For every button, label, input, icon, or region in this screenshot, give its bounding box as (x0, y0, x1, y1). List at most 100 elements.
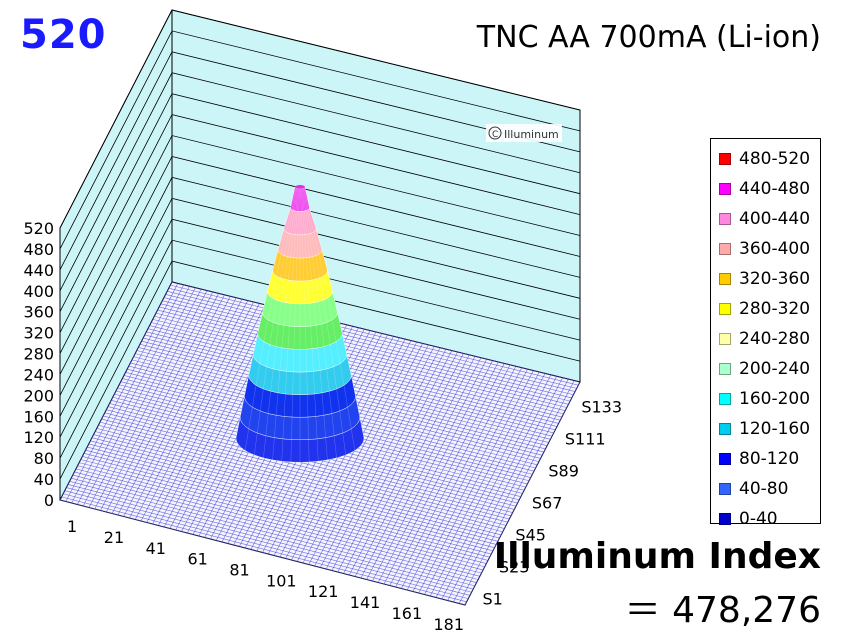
cone-texture-line (266, 344, 271, 367)
cone-texture-line (304, 303, 306, 327)
cone-texture-line (331, 413, 335, 436)
cone-texture-line (311, 348, 314, 372)
z-tick-label: 200 (23, 386, 54, 405)
floor-mesh-line (447, 377, 563, 601)
floor-mesh-line (401, 366, 517, 589)
legend-label: 400-440 (739, 209, 811, 229)
floor-mesh-line (331, 349, 447, 571)
cone-texture-line (293, 234, 296, 258)
cone-texture-line (281, 325, 285, 348)
cone-texture-line (283, 302, 287, 326)
cone-texture-line (323, 346, 327, 369)
floor-mesh-line (308, 343, 423, 565)
cone-texture-line (274, 415, 277, 438)
cone-texture-line (302, 257, 305, 281)
wall-gridline (59, 218, 581, 438)
legend-swatch (719, 153, 731, 165)
legend-item: 280-320 (711, 294, 820, 324)
cone-texture-line (323, 300, 327, 323)
cone-texture-line (284, 233, 289, 256)
x-tick-label: 161 (392, 604, 423, 623)
legend-label: 80-120 (739, 449, 800, 469)
cone-texture-line (300, 188, 302, 212)
cone-texture-line (280, 255, 285, 278)
cone-texture-line (315, 255, 320, 278)
cone-texture-line (291, 257, 294, 281)
peak-value: 520 (20, 12, 107, 58)
cone-texture-line (295, 257, 298, 281)
cone-texture-line (270, 368, 274, 392)
cone-texture-line (319, 370, 323, 393)
cone-texture-line (277, 370, 281, 393)
legend-label: 120-160 (739, 419, 811, 439)
floor-mesh-line (366, 357, 482, 580)
cone-texture-line (295, 211, 298, 235)
floor-mesh-line (354, 354, 470, 577)
cone-texture-line (281, 438, 284, 462)
cone-texture-line (293, 326, 295, 350)
floor-mesh-line (325, 347, 441, 570)
cone-texture-line (281, 279, 285, 302)
floor-mesh-line (314, 344, 429, 567)
floor-mesh-line (430, 373, 546, 597)
cone-texture-line (290, 210, 295, 234)
cone-texture-line (290, 280, 293, 304)
cone-texture-line (272, 437, 275, 460)
legend-swatch (719, 243, 731, 255)
cone-texture-line (259, 341, 265, 364)
cone-texture-line (303, 188, 307, 211)
x-tick-label: 61 (187, 550, 207, 569)
floor-mesh-line (171, 281, 581, 383)
cone-texture-line (276, 253, 282, 277)
floor-mesh-line (406, 367, 522, 591)
z-tick-label: 120 (23, 428, 54, 447)
cone-texture-line (263, 366, 267, 389)
legend-item: 160-200 (711, 384, 820, 414)
cone-texture-line (321, 392, 325, 416)
cone-texture-line (301, 188, 305, 212)
cone-texture-line (292, 371, 294, 395)
wall-gridline (59, 260, 581, 480)
cone-texture-line (289, 303, 291, 327)
cone-texture-line (269, 322, 274, 345)
y-tick-label: S133 (581, 398, 622, 417)
cone-texture-line (297, 188, 299, 212)
floor-mesh-line (458, 380, 575, 604)
y-axis: S1 S23 S45 S67 S89 S111 S133 (482, 398, 622, 609)
legend-label: 160-200 (739, 389, 811, 409)
cone-texture-line (342, 432, 346, 456)
z-tick-label: 0 (44, 491, 54, 510)
cone-texture-line (287, 233, 291, 257)
legend-item: 0-40 (711, 504, 820, 534)
x-tick-label: 181 (433, 615, 464, 634)
floor-mesh-line (320, 346, 435, 568)
cone-texture-line (306, 234, 310, 258)
cone-texture-line (285, 209, 293, 232)
legend-label: 480-520 (739, 149, 811, 169)
cone-texture-line (273, 346, 277, 369)
y-tick-label: S1 (482, 589, 502, 608)
wall-gridline (59, 72, 581, 291)
copyright-icon (488, 126, 502, 140)
cone-texture-line (294, 188, 298, 211)
cone-texture-line (306, 257, 309, 281)
floor-mesh-line (435, 374, 552, 598)
cone-cap (295, 185, 305, 189)
cone-texture-line (307, 280, 310, 304)
z-tick-label: 240 (23, 365, 54, 384)
z-tick-label: 40 (34, 470, 54, 489)
cone-texture-line (307, 417, 309, 440)
floor-mesh-line (360, 356, 476, 579)
x-tick-label: 101 (266, 571, 297, 590)
z-tick-label: 400 (23, 282, 54, 301)
cone-texture-line (260, 388, 264, 411)
floor-mesh-line (165, 294, 574, 396)
cone-texture-line (325, 437, 328, 460)
legend-swatch (719, 333, 731, 345)
legend-swatch (719, 273, 731, 285)
cone-texture-line (339, 410, 343, 433)
floor-mesh-line (155, 312, 564, 415)
floor-mesh-line (412, 369, 528, 592)
